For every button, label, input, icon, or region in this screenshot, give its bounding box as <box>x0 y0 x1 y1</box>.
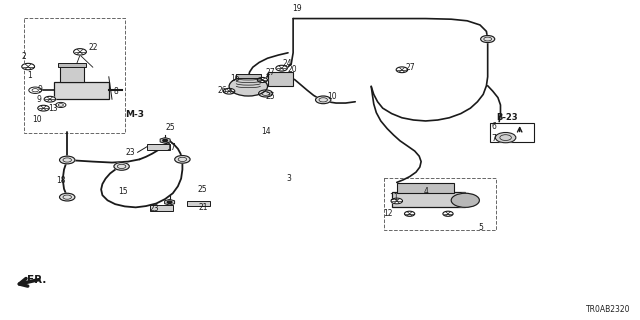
Bar <box>384 178 496 230</box>
Bar <box>490 123 534 142</box>
Circle shape <box>229 77 268 96</box>
Text: 18: 18 <box>56 176 66 185</box>
Text: 23: 23 <box>125 148 135 157</box>
Circle shape <box>276 65 287 71</box>
Text: 1: 1 <box>27 71 31 80</box>
Circle shape <box>404 211 415 216</box>
Circle shape <box>451 193 479 207</box>
Text: 22: 22 <box>88 44 98 52</box>
Circle shape <box>60 156 75 164</box>
Circle shape <box>257 77 268 83</box>
Text: 2: 2 <box>22 52 26 61</box>
Circle shape <box>29 87 42 93</box>
Text: 10: 10 <box>32 116 42 124</box>
Polygon shape <box>147 144 170 150</box>
Text: 8: 8 <box>114 87 118 96</box>
Bar <box>392 192 465 207</box>
Circle shape <box>74 49 86 55</box>
Bar <box>60 66 84 82</box>
Circle shape <box>56 102 66 108</box>
Text: 4: 4 <box>424 188 429 196</box>
Circle shape <box>167 201 172 204</box>
Text: 7: 7 <box>492 134 497 143</box>
Text: 20: 20 <box>288 65 298 74</box>
Circle shape <box>443 211 453 216</box>
Circle shape <box>175 156 190 163</box>
Circle shape <box>316 96 331 104</box>
Text: 15: 15 <box>118 188 128 196</box>
Text: 9: 9 <box>36 95 42 104</box>
Text: 9: 9 <box>37 85 42 94</box>
Polygon shape <box>150 205 173 211</box>
Text: 25: 25 <box>165 124 175 132</box>
Circle shape <box>114 163 129 170</box>
Bar <box>58 63 86 67</box>
Circle shape <box>22 63 35 70</box>
Bar <box>24 18 125 133</box>
Polygon shape <box>187 201 210 206</box>
Circle shape <box>60 193 75 201</box>
Text: 27: 27 <box>266 68 275 77</box>
Bar <box>397 183 454 193</box>
Text: FR.: FR. <box>27 275 46 285</box>
Bar <box>54 82 109 99</box>
Circle shape <box>163 139 168 142</box>
Polygon shape <box>160 138 170 143</box>
Polygon shape <box>164 199 175 205</box>
Circle shape <box>391 198 403 204</box>
Text: 25: 25 <box>197 185 207 194</box>
Text: M-3: M-3 <box>125 110 144 119</box>
Text: 23: 23 <box>150 204 159 213</box>
Text: 14: 14 <box>261 127 271 136</box>
Text: 24: 24 <box>283 59 292 68</box>
Text: 26: 26 <box>218 86 227 95</box>
Circle shape <box>223 88 235 94</box>
Circle shape <box>481 36 495 43</box>
Circle shape <box>44 96 56 102</box>
Text: 16: 16 <box>230 74 240 83</box>
Circle shape <box>259 90 273 97</box>
Text: 27: 27 <box>406 63 415 72</box>
Text: 25: 25 <box>266 92 275 101</box>
Circle shape <box>38 105 49 111</box>
Text: 10: 10 <box>328 92 337 101</box>
Circle shape <box>396 67 408 73</box>
Bar <box>268 72 293 86</box>
Text: 11: 11 <box>389 193 399 202</box>
Text: 3: 3 <box>287 174 292 183</box>
Text: 12: 12 <box>383 209 392 218</box>
Text: TR0AB2320: TR0AB2320 <box>586 305 630 314</box>
Text: 21: 21 <box>198 203 208 212</box>
Text: 6: 6 <box>492 122 497 131</box>
Text: 19: 19 <box>292 4 301 13</box>
Text: B-23: B-23 <box>496 113 518 122</box>
Bar <box>236 74 261 78</box>
Text: 13: 13 <box>49 104 58 113</box>
Text: 17: 17 <box>166 143 176 152</box>
Text: 5: 5 <box>479 223 484 232</box>
Circle shape <box>495 132 516 143</box>
